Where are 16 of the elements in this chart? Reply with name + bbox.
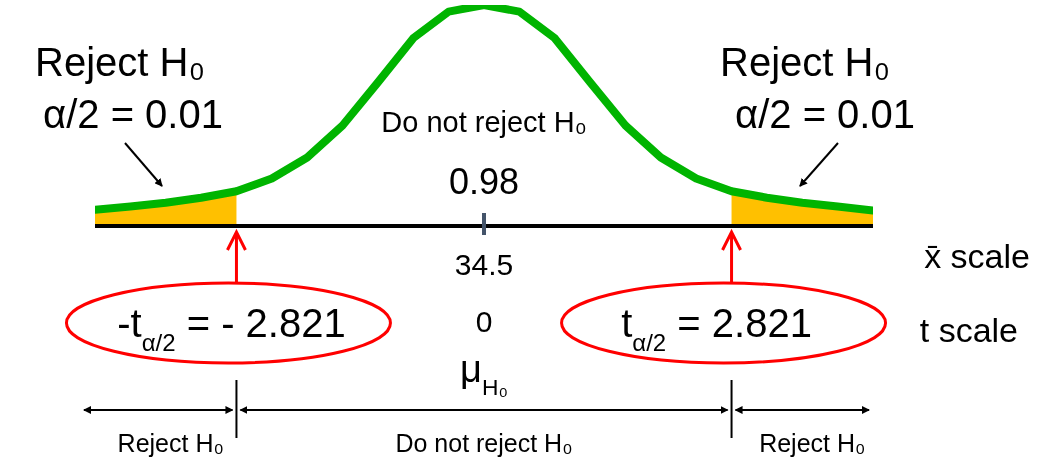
text: Reject H₀ xyxy=(759,429,866,457)
annotation: Reject H₀ xyxy=(720,40,890,84)
annotation: 0.98 xyxy=(448,161,520,202)
text: t scale xyxy=(919,311,1018,349)
annotation: α/2 = 0.01 xyxy=(735,92,915,136)
text: Reject H₀ xyxy=(117,429,224,457)
text: μ$_{H₀}$ xyxy=(460,348,508,400)
annotation: Do not reject H₀ xyxy=(381,106,587,138)
text: 0 xyxy=(475,305,493,338)
annotation: α/2 = 0.01 xyxy=(43,92,223,136)
text: -t$_{α/2}$ = - 2.821 xyxy=(117,301,346,356)
text: t$_{α/2}$ = 2.821 xyxy=(621,301,812,356)
text: x̄ scale xyxy=(924,237,1030,275)
text: 34.5 xyxy=(454,248,514,281)
text: Do not reject H₀ xyxy=(395,429,573,457)
annotation: Reject H₀ xyxy=(35,40,205,84)
